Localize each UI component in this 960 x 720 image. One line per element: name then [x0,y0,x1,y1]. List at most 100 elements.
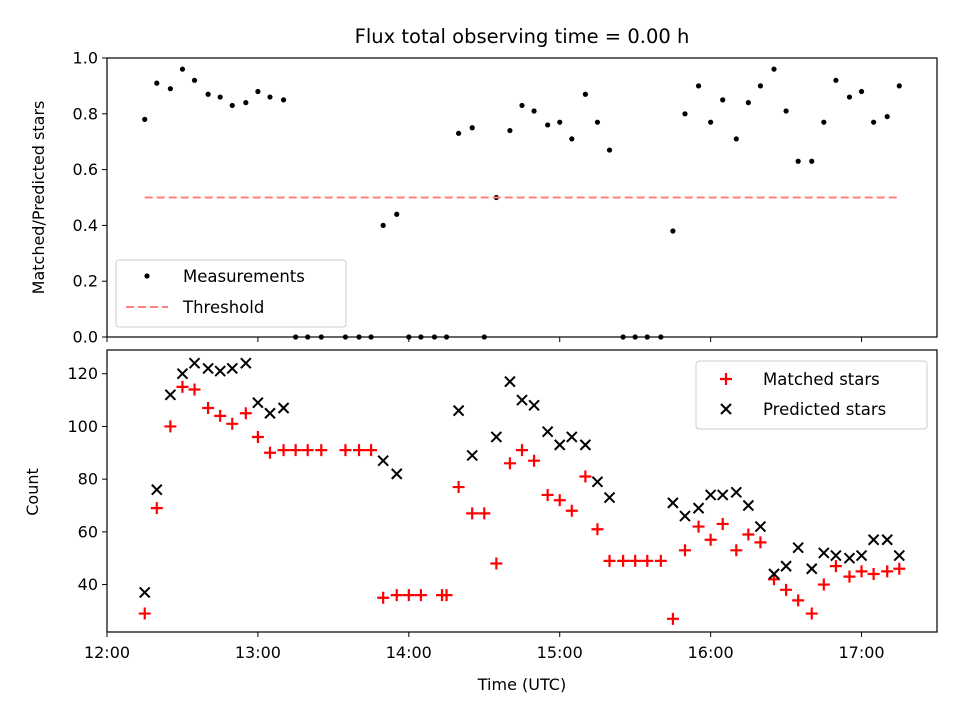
predicted-stars-point [188,357,201,369]
count-legend: Matched stars Predicted stars [695,360,928,430]
measurements-point [733,136,739,142]
matched-stars-point [516,444,528,457]
matched-stars-point [780,583,793,596]
y-tick-label: 0.2 [73,272,98,291]
matched-stars-point [301,444,314,457]
matched-stars-point [377,591,390,604]
matched-stars-point [541,488,554,501]
matched-legend-label: Matched stars [763,370,880,389]
measurements-legend-marker [144,273,150,279]
predicted-stars-point [867,534,880,546]
chart-title: Flux total observing time = 0.00 h [355,25,690,48]
threshold-legend-label: Threshold [182,298,264,317]
predicted-stars-point [818,547,830,559]
measurements-point [594,119,601,125]
measurements-point [783,108,789,114]
matched-stars-point [251,430,264,443]
measurements-point [846,94,853,100]
measurements-point [557,119,563,125]
matched-stars-point [654,554,667,567]
measurements-point [569,136,575,142]
y-tick-label: 0.4 [73,216,98,235]
ratio-y-label: Matched/Predicted stars [29,101,48,295]
matched-stars-point [289,444,302,457]
measurements-point [280,97,287,103]
matched-stars-point [553,494,566,507]
predicted-stars-point [264,407,276,419]
measurements-point [545,122,551,128]
measurements-point [757,83,764,89]
predicted-stars-point [780,560,792,572]
matched-stars-point [503,457,516,470]
predicted-stars-point [240,357,252,369]
matched-stars-point [716,517,729,530]
count-legend-box [695,360,928,430]
measurements-point [720,97,726,103]
matched-stars-point [226,417,239,430]
measurements-point [858,88,865,95]
matched-stars-point [214,409,227,422]
predicted-stars-point [139,586,151,599]
predicted-stars-point [603,491,616,504]
ratio-panel: 0.0 0.2 0.4 0.6 0.8 1.0 Matched/Predicted sta… [29,49,938,347]
matched-legend-marker [720,373,732,385]
y-tick-label: 100 [67,417,98,436]
ratio-plot-area: 0.0 0.2 0.4 0.6 0.8 1.0 [73,49,902,347]
predicted-stars-point [855,549,868,562]
predicted-stars-point [391,468,403,480]
measurements-point [243,100,249,106]
measurements-point [380,222,386,228]
ratio-legend: Measurements Threshold [115,259,347,328]
matched-stars-point [591,523,604,536]
y-tick-label: 40 [78,575,98,594]
x-tick-label: 15:00 [537,643,583,662]
predicted-stars-point [768,568,780,580]
matched-stars-point [843,570,856,583]
predicted-stars-point [528,399,540,412]
measurements-point [708,119,714,125]
matched-stars-point [528,454,541,467]
matched-stars-point [277,444,290,457]
predicted-stars-point [843,552,856,564]
y-tick-label: 1.0 [73,49,98,68]
matched-stars-point [466,507,479,520]
measurements-legend-label: Measurements [183,267,305,286]
measurements-point [884,113,890,120]
matched-stars-point [855,565,868,578]
y-tick-label: 80 [78,470,98,489]
matched-stars-point [730,544,743,557]
ratio-legend-box [115,259,347,328]
measurements-point [795,158,801,164]
predicted-stars-point [806,563,818,575]
predicted-stars-point [202,362,214,375]
x-tick-label: 13:00 [235,643,281,662]
y-tick-label: 120 [67,364,98,383]
matched-stars-point [315,444,328,457]
matched-stars-point [339,444,352,457]
matched-stars-point [150,502,163,515]
measurements-point [809,158,815,164]
matched-stars-point [478,507,491,520]
predicted-stars-point [490,431,503,443]
matched-stars-point [452,481,465,494]
measurements-point [191,77,198,83]
measurements-point [456,130,462,136]
measurements-point [167,86,173,92]
predicted-stars-point [754,520,767,533]
y-tick-label: 0.0 [73,328,98,347]
measurements-point [154,80,160,86]
predicted-stars-point [541,425,554,438]
predicted-stars-point [226,362,238,375]
matched-stars-point [353,444,366,457]
matched-stars-point [742,528,755,541]
predicted-stars-point [554,439,566,451]
matched-stars-point [490,557,503,570]
x-tick-label: 16:00 [688,643,734,662]
measurements-point [229,102,235,109]
measurements-point [179,66,186,72]
matched-stars-point [440,589,453,602]
predicted-stars-point [504,375,516,388]
matched-stars-point [704,533,717,546]
measurements-point [519,102,525,109]
